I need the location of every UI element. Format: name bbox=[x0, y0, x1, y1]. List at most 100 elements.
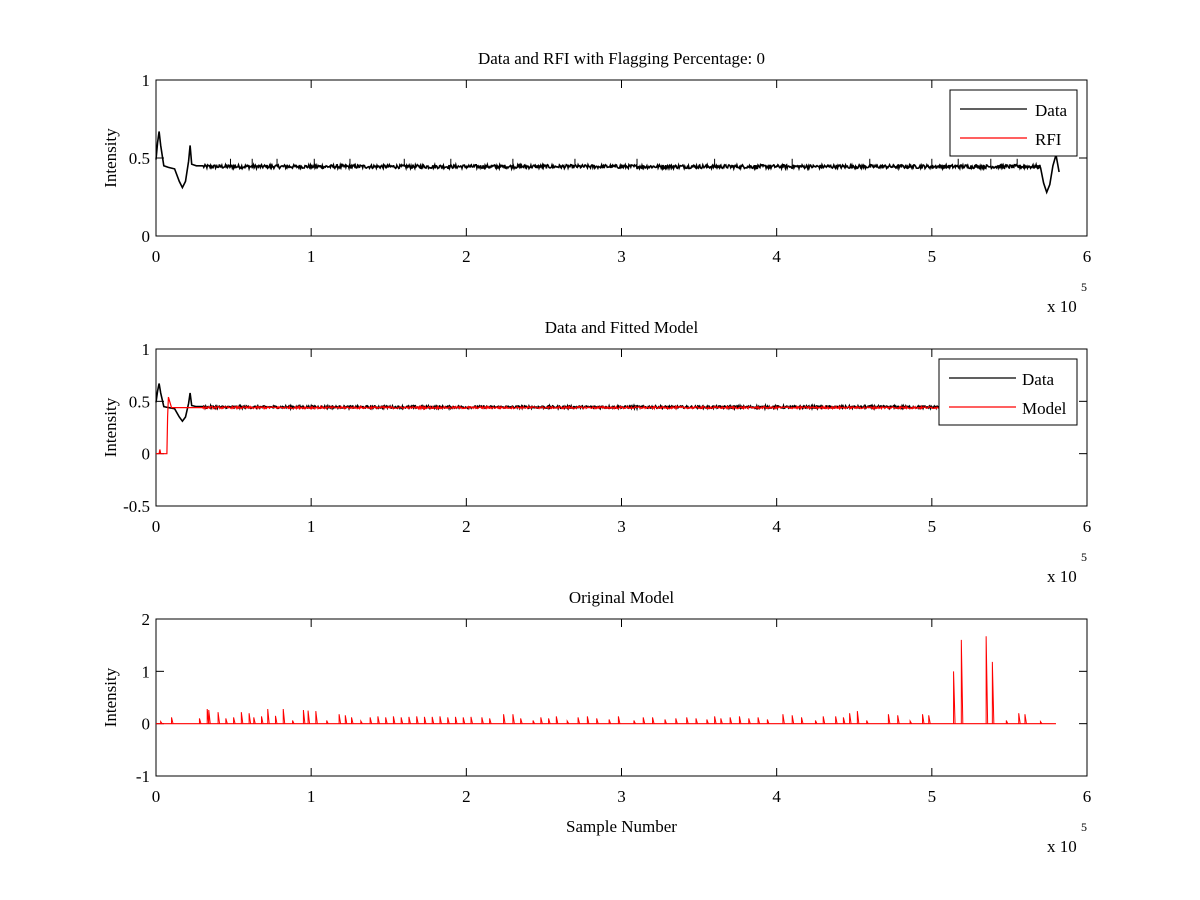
model-spike bbox=[686, 717, 689, 724]
model-spike bbox=[512, 714, 515, 724]
model-spike bbox=[856, 711, 860, 724]
model-spike bbox=[454, 716, 458, 724]
x-multiplier-exponent: 5 bbox=[1081, 550, 1087, 564]
model-spike bbox=[267, 708, 270, 724]
y-tick-label: 0 bbox=[142, 715, 151, 734]
x-multiplier: x 10 bbox=[1047, 837, 1077, 856]
model-spike bbox=[540, 717, 543, 724]
model-spike bbox=[748, 718, 751, 724]
model-spike bbox=[729, 717, 733, 724]
series-model-line bbox=[156, 396, 1034, 455]
x-tick-label: 2 bbox=[462, 517, 471, 536]
y-tick-label: 0 bbox=[142, 227, 151, 246]
model-spike bbox=[757, 717, 761, 724]
model-spike bbox=[338, 714, 342, 724]
x-tick-label: 3 bbox=[617, 787, 626, 806]
model-spike bbox=[503, 714, 506, 724]
model-spike bbox=[782, 714, 785, 724]
model-spike bbox=[351, 717, 354, 724]
x-tick-label: 1 bbox=[307, 787, 316, 806]
model-spike bbox=[520, 718, 523, 724]
model-spike bbox=[800, 717, 804, 724]
model-spike bbox=[842, 717, 846, 724]
model-spike bbox=[344, 715, 348, 724]
subplot-1: Data and RFI with Flagging Percentage: 0… bbox=[101, 49, 1091, 316]
model-spike bbox=[274, 715, 278, 724]
model-spike bbox=[360, 719, 363, 724]
y-axis-label: Intensity bbox=[101, 667, 120, 727]
x-tick-label: 3 bbox=[617, 247, 626, 266]
model-spike bbox=[385, 717, 388, 724]
x-axis-label: Sample Number bbox=[566, 817, 677, 836]
model-spike bbox=[596, 718, 599, 724]
model-spike bbox=[633, 720, 636, 724]
subplots: Data and RFI with Flagging Percentage: 0… bbox=[101, 49, 1091, 856]
model-spike bbox=[555, 716, 559, 724]
model-spike bbox=[416, 716, 419, 724]
x-multiplier-exponent: 5 bbox=[1081, 280, 1087, 294]
model-spike bbox=[664, 719, 667, 724]
y-tick-label: 0.5 bbox=[129, 392, 150, 411]
model-spike bbox=[208, 710, 211, 724]
model-spike bbox=[566, 719, 570, 724]
model-spike bbox=[714, 716, 717, 724]
model-spike bbox=[489, 718, 492, 724]
model-spike bbox=[307, 710, 311, 724]
x-tick-label: 4 bbox=[772, 247, 781, 266]
model-spike bbox=[369, 717, 373, 724]
x-tick-label: 5 bbox=[928, 247, 937, 266]
model-spike bbox=[233, 717, 236, 724]
legend: Data Model bbox=[938, 358, 1078, 426]
model-spike bbox=[315, 711, 318, 724]
model-spike bbox=[326, 720, 329, 724]
model-spike bbox=[206, 708, 210, 724]
x-tick-label: 2 bbox=[462, 787, 471, 806]
subplot-title: Data and Fitted Model bbox=[545, 318, 699, 337]
model-spike bbox=[431, 716, 435, 724]
model-spike bbox=[887, 714, 891, 724]
legend-entry: Data bbox=[1035, 101, 1068, 120]
y-tick-label: 2 bbox=[142, 610, 151, 629]
model-spike bbox=[447, 717, 450, 724]
model-spike bbox=[652, 717, 655, 724]
model-spike bbox=[766, 719, 770, 724]
legend-entry: Model bbox=[1022, 399, 1067, 418]
model-spike bbox=[171, 717, 174, 724]
y-axis-label: Intensity bbox=[101, 128, 120, 188]
model-spike bbox=[953, 671, 956, 724]
model-spike bbox=[481, 717, 484, 724]
model-spike bbox=[282, 708, 286, 724]
model-spike bbox=[822, 716, 826, 724]
y-tick-label: 0.5 bbox=[129, 149, 150, 168]
model-spike bbox=[400, 717, 404, 724]
model-spike bbox=[586, 716, 590, 724]
y-tick-label: 0 bbox=[142, 445, 151, 464]
x-tick-label: 1 bbox=[307, 517, 316, 536]
series-path bbox=[155, 131, 1060, 195]
model-spike bbox=[1018, 713, 1021, 724]
model-spike bbox=[791, 715, 795, 724]
model-spike bbox=[897, 715, 900, 724]
y-axis-label: Intensity bbox=[101, 397, 120, 457]
y-tick-label: 1 bbox=[142, 662, 151, 681]
model-spike bbox=[849, 713, 852, 724]
x-tick-label: 0 bbox=[152, 517, 161, 536]
model-spike bbox=[439, 716, 442, 724]
model-spike bbox=[985, 636, 989, 724]
model-spike bbox=[866, 720, 869, 724]
model-spike bbox=[577, 717, 581, 724]
x-tick-label: 4 bbox=[772, 787, 781, 806]
x-tick-label: 5 bbox=[928, 517, 937, 536]
x-tick-label: 4 bbox=[772, 517, 781, 536]
model-spike bbox=[548, 718, 551, 724]
model-spike bbox=[835, 716, 838, 724]
model-spike bbox=[261, 716, 264, 724]
series-path bbox=[156, 396, 1034, 455]
model-spike bbox=[225, 718, 228, 724]
model-spike bbox=[1005, 720, 1009, 724]
model-spike bbox=[928, 715, 931, 724]
model-spike bbox=[377, 716, 380, 724]
model-spike bbox=[248, 713, 252, 724]
model-spike bbox=[470, 716, 473, 724]
